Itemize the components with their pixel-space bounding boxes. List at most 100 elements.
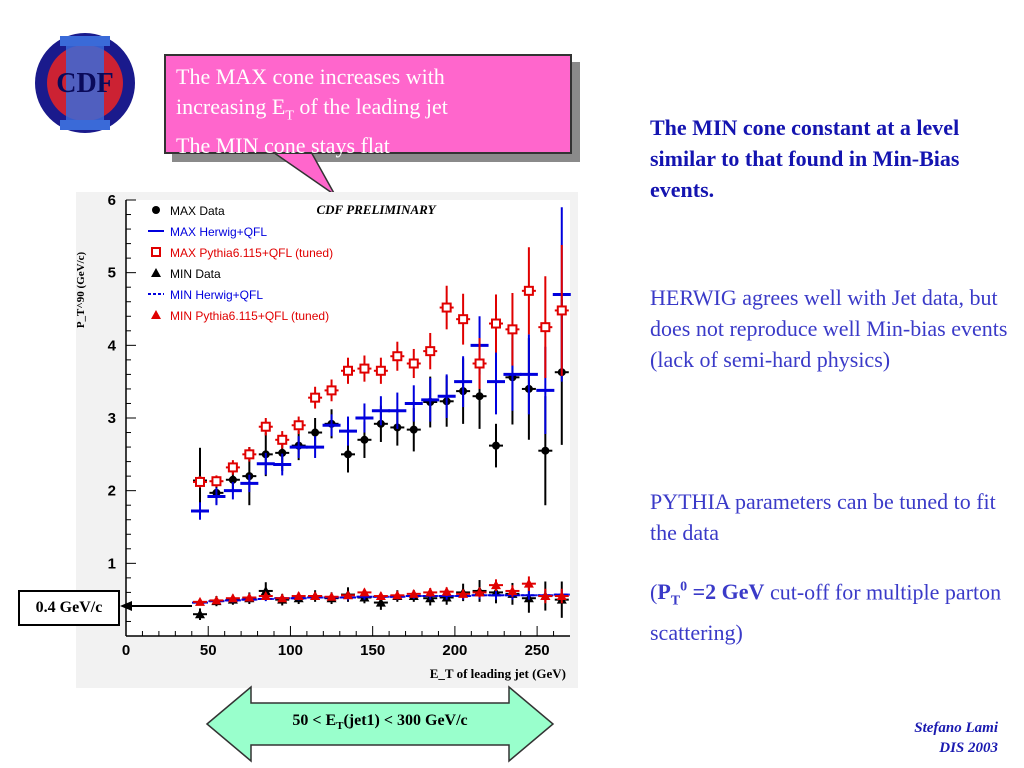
data-point <box>425 587 436 597</box>
data-point <box>310 392 321 403</box>
summary-pt0-cutoff: (PT0 =2 GeV cut-off for multiple parton … <box>650 579 1002 645</box>
data-point <box>556 305 567 316</box>
footer-event: DIS 2003 <box>939 740 998 756</box>
x-tick-label: 250 <box>525 642 550 659</box>
data-point <box>375 591 386 601</box>
data-point <box>360 435 369 444</box>
x-tick-label: 200 <box>442 642 467 659</box>
callout-box: The MAX cone increases with increasing E… <box>164 54 572 158</box>
data-point <box>211 476 222 487</box>
data-point <box>441 586 452 596</box>
data-point <box>311 428 320 437</box>
y-tick-label: 1 <box>108 555 116 572</box>
data-point <box>507 585 518 595</box>
data-point <box>475 392 484 401</box>
legend-label: MAX Herwig+QFL <box>170 225 267 239</box>
data-point <box>260 591 271 601</box>
callout-line-2: increasing ET of the leading jet <box>176 94 448 124</box>
data-point <box>375 597 386 607</box>
series-2 <box>193 245 569 488</box>
x-tick-label: 50 <box>200 642 217 659</box>
data-point <box>491 580 501 590</box>
data-point <box>227 462 238 473</box>
data-point <box>408 588 419 598</box>
data-point <box>293 591 304 601</box>
annotation-arrow <box>120 601 192 611</box>
data-point <box>541 446 550 455</box>
data-point <box>227 593 238 603</box>
data-point <box>344 450 352 459</box>
data-point <box>507 324 518 335</box>
series-5 <box>193 576 569 606</box>
legend-marker <box>151 310 161 319</box>
chart-title: CDF PRELIMINARY <box>316 202 436 217</box>
y-tick-label: 3 <box>108 410 116 427</box>
legend-label: MIN Data <box>170 267 221 281</box>
data-point <box>491 318 501 329</box>
data-point <box>409 425 418 434</box>
data-point <box>540 591 551 601</box>
data-point <box>556 591 567 601</box>
y-axis-label: P_T^90 (GeV/c) <box>76 251 87 328</box>
data-point <box>326 591 337 601</box>
data-point <box>228 475 237 484</box>
callout-tail <box>268 150 336 196</box>
data-point <box>277 434 288 445</box>
footer: Stefano Lami DIS 2003 <box>914 718 998 758</box>
legend-label: MAX Pythia6.115+QFL (tuned) <box>170 246 333 260</box>
y-tick-label: 5 <box>108 265 116 282</box>
data-point <box>474 358 485 369</box>
data-point <box>540 322 551 333</box>
data-point <box>359 363 370 374</box>
data-point <box>278 448 287 457</box>
data-point <box>260 421 271 432</box>
x-axis-label: E_T of leading jet (GeV) <box>430 666 566 681</box>
data-point <box>244 449 255 460</box>
summary-min-cone: The MIN cone constant at a level similar… <box>650 115 960 202</box>
data-point <box>260 585 271 595</box>
data-point <box>195 476 205 487</box>
range-double-arrow <box>205 685 555 763</box>
x-tick-label: 0 <box>122 642 130 659</box>
data-point <box>392 351 403 362</box>
cdf-logo: CDF <box>35 33 135 133</box>
data-point <box>195 609 205 619</box>
data-point <box>326 385 337 396</box>
footer-author: Stefano Lami <box>914 720 998 736</box>
data-point <box>458 314 469 325</box>
data-point <box>474 587 485 597</box>
data-point <box>359 587 370 597</box>
summary-herwig: HERWIG agrees well with Jet data, but do… <box>650 285 1008 372</box>
data-point <box>408 358 419 369</box>
data-point <box>310 591 321 601</box>
data-point <box>523 578 534 588</box>
callout-line-3: The MIN cone stays flat <box>176 133 390 159</box>
data-point <box>343 590 353 600</box>
data-point <box>425 346 436 357</box>
y-tick-label: 2 <box>108 483 116 500</box>
legend-label: MIN Pythia6.115+QFL (tuned) <box>170 309 329 323</box>
data-point <box>244 592 255 602</box>
data-point <box>343 365 353 376</box>
x-tick-label: 100 <box>278 642 303 659</box>
range-label: 50 < ET(jet1) < 300 GeV/c <box>292 712 468 733</box>
data-point <box>375 365 386 376</box>
legend-label: MIN Herwig+QFL <box>170 288 263 302</box>
data-point <box>441 302 452 313</box>
legend-marker <box>151 247 161 257</box>
data-point <box>211 595 222 605</box>
legend-label: MAX Data <box>170 204 225 218</box>
y-tick-label: 4 <box>108 337 117 354</box>
y-tick-label: 6 <box>108 192 116 209</box>
logo-text: CDF <box>56 68 114 99</box>
annotation-box: 0.4 GeV/c <box>18 590 120 626</box>
data-point <box>392 590 403 600</box>
legend-marker <box>152 206 160 214</box>
data-point <box>293 420 304 431</box>
legend-marker <box>151 268 161 277</box>
data-point <box>195 596 205 606</box>
data-point <box>523 285 534 296</box>
x-tick-label: 150 <box>360 642 385 659</box>
data-point <box>277 593 288 603</box>
callout-line-1: The MAX cone increases with <box>176 64 445 89</box>
